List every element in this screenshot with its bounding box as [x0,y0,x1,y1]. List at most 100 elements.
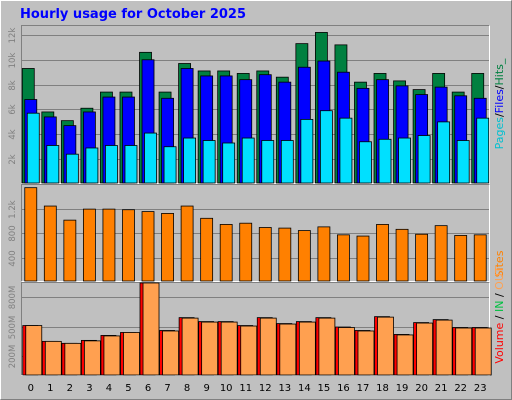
x-tick-label: 12 [259,383,272,394]
plot-shadow-edge [21,282,490,376]
sites-bar [180,205,194,282]
sites-bar [239,222,253,282]
panel-1: 2k 4k 6k 8k 10k 12k [8,25,490,184]
sites-bar [43,205,57,282]
x-tick-label: 8 [184,383,190,394]
sites-bar [473,234,487,282]
out-bar [474,327,492,376]
pages-bar [241,137,255,184]
sites-bar [102,208,116,282]
pages-bar [183,137,197,184]
pages-bar [163,146,177,184]
pages-bar [476,117,490,184]
pages-bar [319,110,333,184]
legend-separator: / [493,113,506,117]
legend-panel-1: Pages/Files/Hits_ [493,58,506,149]
x-tick-label: 9 [203,383,209,394]
x-tick-label: 7 [164,383,170,394]
x-tick-label: 16 [337,383,350,394]
x-tick-label: 13 [278,383,291,394]
sites-bar [161,212,174,282]
y-tick-label: 1.2k [8,200,18,219]
pages-bar [300,119,314,184]
legend-volume: Volume [493,322,506,363]
sites-bar [454,235,468,282]
pages-bar [144,132,157,184]
out-bar [162,330,179,376]
out-bar [44,340,62,376]
out-bar [181,317,199,376]
y-tick-label: 400 [8,250,18,266]
y-tick-label: 2k [8,154,18,164]
y-tick-label: 800M [8,286,18,310]
legend-hits: Hits [493,64,506,86]
y-tick-label: 200M [8,345,18,369]
out-bar [455,327,473,376]
out-bar [298,321,316,376]
plot-shadow-edge [21,184,490,282]
out-bar [103,335,121,376]
x-tick-label: 1 [47,383,53,394]
plot-highlight-edge [21,25,490,184]
out-bar [377,316,394,376]
pages-bar [280,140,294,184]
sites-bar [141,211,155,282]
pages-bar [105,145,118,184]
legend-separator: / [493,85,506,89]
pages-bar [85,147,99,184]
out-bar [279,323,297,376]
legend-files: Files [493,89,506,113]
legend-in: IN [493,301,506,312]
sites-bar [278,227,292,282]
plot-highlight-edge [21,184,490,282]
sites-bar [122,209,135,282]
out-bar [83,340,101,376]
out-bar [396,334,414,376]
x-tick-label: 4 [106,383,112,394]
pages-bar [65,153,79,184]
sites-bar [376,224,389,282]
sites-bar [434,225,448,282]
x-tick-label: 6 [145,383,151,394]
pages-bar [202,140,216,184]
x-tick-label: 21 [435,383,448,394]
sites-bar [337,234,350,282]
out-bar [220,321,238,376]
pages-bar [378,138,392,184]
out-bar [201,321,219,376]
sites-bar [24,187,38,282]
legend-panel-3: Volume / IN / OUT [493,266,506,364]
pages-bar [339,117,353,184]
out-bar [259,317,277,376]
y-tick-label: 4k [8,129,18,139]
y-tick-label: 500M [8,316,18,340]
out-bar [25,325,43,376]
legend-separator: / [493,290,506,301]
sites-bar [219,224,233,282]
pages-bar [456,140,470,184]
legend-trailing: _ [493,58,506,65]
x-tick-label: 22 [454,383,467,394]
x-tick-label: 23 [474,383,487,394]
panel-2: 400 800 1.2k [8,184,490,282]
pages-bar [359,141,372,184]
x-tick-label: 3 [86,383,92,394]
out-bar [416,322,434,376]
pages-bar [261,140,275,184]
out-bar [64,342,82,376]
out-bar [435,319,453,376]
pages-bar [124,145,138,184]
y-tick-label: 800 [8,225,18,241]
pages-bar [222,142,236,184]
pages-bar [26,112,40,184]
panel-3: 200M 500M 800M [8,282,492,376]
plot-area [21,25,490,184]
x-tick-label: 14 [298,383,311,394]
y-tick-label: 12k [8,28,18,44]
legend-panel-2: Sites [493,250,506,277]
y-tick-label: 8k [8,80,18,90]
legend-sites: Sites [493,250,506,277]
chart-title: Hourly usage for October 2025 [20,7,246,22]
x-tick-label: 11 [239,383,252,394]
